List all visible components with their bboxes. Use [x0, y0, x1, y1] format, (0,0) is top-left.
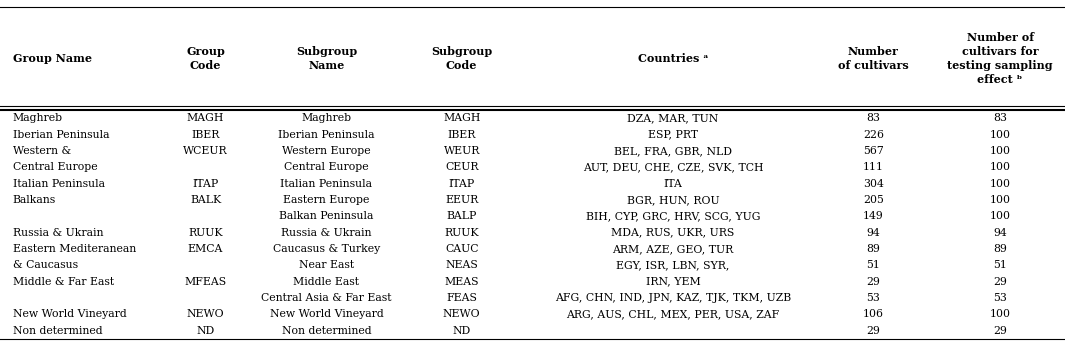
Text: WCEUR: WCEUR [183, 146, 228, 156]
Text: MAGH: MAGH [186, 113, 225, 123]
Text: 53: 53 [866, 293, 881, 303]
Text: Russia & Ukrain: Russia & Ukrain [281, 228, 372, 238]
Text: 106: 106 [863, 309, 884, 319]
Text: ESP, PRT: ESP, PRT [649, 130, 698, 140]
Text: 89: 89 [866, 244, 881, 254]
Text: Central Europe: Central Europe [13, 162, 97, 172]
Text: BGR, HUN, ROU: BGR, HUN, ROU [627, 195, 719, 205]
Text: 51: 51 [993, 260, 1007, 270]
Text: IRN, YEM: IRN, YEM [645, 277, 701, 287]
Text: 51: 51 [866, 260, 881, 270]
Text: ND: ND [196, 326, 215, 336]
Text: NEWO: NEWO [186, 309, 225, 319]
Text: Maghreb: Maghreb [13, 113, 63, 123]
Text: Eastern Mediteranean: Eastern Mediteranean [13, 244, 136, 254]
Text: BALK: BALK [190, 195, 222, 205]
Text: 100: 100 [989, 211, 1011, 221]
Text: 29: 29 [993, 277, 1007, 287]
Text: EEUR: EEUR [445, 195, 478, 205]
Text: CEUR: CEUR [445, 162, 478, 172]
Text: RUUK: RUUK [189, 228, 223, 238]
Text: CAUC: CAUC [445, 244, 478, 254]
Text: 226: 226 [863, 130, 884, 140]
Text: Italian Peninsula: Italian Peninsula [280, 179, 373, 189]
Text: Number of
cultivars for
testing sampling
effect ᵇ: Number of cultivars for testing sampling… [947, 32, 1053, 85]
Text: BALP: BALP [446, 211, 477, 221]
Text: Eastern Europe: Eastern Europe [283, 195, 370, 205]
Text: Subgroup
Name: Subgroup Name [296, 46, 357, 71]
Text: ND: ND [453, 326, 471, 336]
Text: 567: 567 [863, 146, 884, 156]
Text: 53: 53 [993, 293, 1007, 303]
Text: 83: 83 [866, 113, 881, 123]
Text: Middle & Far East: Middle & Far East [13, 277, 114, 287]
Text: 149: 149 [863, 211, 884, 221]
Text: NEWO: NEWO [443, 309, 480, 319]
Text: Group Name: Group Name [13, 53, 92, 64]
Text: IBER: IBER [192, 130, 219, 140]
Text: Countries ᵃ: Countries ᵃ [638, 53, 708, 64]
Text: 29: 29 [866, 326, 881, 336]
Text: Balkan Peninsula: Balkan Peninsula [279, 211, 374, 221]
Text: ITA: ITA [663, 179, 683, 189]
Text: New World Vineyard: New World Vineyard [13, 309, 127, 319]
Text: Russia & Ukrain: Russia & Ukrain [13, 228, 103, 238]
Text: Subgroup
Code: Subgroup Code [431, 46, 492, 71]
Text: Number
of cultivars: Number of cultivars [838, 46, 908, 71]
Text: Caucasus & Turkey: Caucasus & Turkey [273, 244, 380, 254]
Text: BEL, FRA, GBR, NLD: BEL, FRA, GBR, NLD [615, 146, 732, 156]
Text: MFEAS: MFEAS [184, 277, 227, 287]
Text: Balkans: Balkans [13, 195, 56, 205]
Text: Central Europe: Central Europe [284, 162, 368, 172]
Text: 100: 100 [989, 179, 1011, 189]
Text: Non determined: Non determined [281, 326, 372, 336]
Text: MDA, RUS, UKR, URS: MDA, RUS, UKR, URS [611, 228, 735, 238]
Text: IBER: IBER [447, 130, 476, 140]
Text: Non determined: Non determined [13, 326, 102, 336]
Text: 94: 94 [867, 228, 880, 238]
Text: 100: 100 [989, 130, 1011, 140]
Text: Iberian Peninsula: Iberian Peninsula [13, 130, 110, 140]
Text: 100: 100 [989, 309, 1011, 319]
Text: 304: 304 [863, 179, 884, 189]
Text: ARM, AZE, GEO, TUR: ARM, AZE, GEO, TUR [612, 244, 734, 254]
Text: 100: 100 [989, 162, 1011, 172]
Text: 29: 29 [993, 326, 1007, 336]
Text: AFG, CHN, IND, JPN, KAZ, TJK, TKM, UZB: AFG, CHN, IND, JPN, KAZ, TJK, TKM, UZB [555, 293, 791, 303]
Text: RUUK: RUUK [444, 228, 479, 238]
Text: Near East: Near East [299, 260, 354, 270]
Text: Western Europe: Western Europe [282, 146, 371, 156]
Text: 89: 89 [993, 244, 1007, 254]
Text: Group
Code: Group Code [186, 46, 225, 71]
Text: 100: 100 [989, 195, 1011, 205]
Text: Iberian Peninsula: Iberian Peninsula [278, 130, 375, 140]
Text: AUT, DEU, CHE, CZE, SVK, TCH: AUT, DEU, CHE, CZE, SVK, TCH [583, 162, 764, 172]
Text: WEUR: WEUR [443, 146, 480, 156]
Text: Maghreb: Maghreb [301, 113, 351, 123]
Text: ITAP: ITAP [193, 179, 218, 189]
Text: DZA, MAR, TUN: DZA, MAR, TUN [627, 113, 719, 123]
Text: Italian Peninsula: Italian Peninsula [13, 179, 104, 189]
Text: 111: 111 [863, 162, 884, 172]
Text: EMCA: EMCA [187, 244, 224, 254]
Text: Central Asia & Far East: Central Asia & Far East [261, 293, 392, 303]
Text: ITAP: ITAP [448, 179, 475, 189]
Text: 100: 100 [989, 146, 1011, 156]
Text: & Caucasus: & Caucasus [13, 260, 78, 270]
Text: 205: 205 [863, 195, 884, 205]
Text: Western &: Western & [13, 146, 71, 156]
Text: FEAS: FEAS [446, 293, 477, 303]
Text: MEAS: MEAS [444, 277, 479, 287]
Text: NEAS: NEAS [445, 260, 478, 270]
Text: 94: 94 [994, 228, 1006, 238]
Text: 83: 83 [993, 113, 1007, 123]
Text: New World Vineyard: New World Vineyard [269, 309, 383, 319]
Text: BIH, CYP, GRC, HRV, SCG, YUG: BIH, CYP, GRC, HRV, SCG, YUG [586, 211, 760, 221]
Text: MAGH: MAGH [443, 113, 480, 123]
Text: ARG, AUS, CHL, MEX, PER, USA, ZAF: ARG, AUS, CHL, MEX, PER, USA, ZAF [567, 309, 780, 319]
Text: EGY, ISR, LBN, SYR,: EGY, ISR, LBN, SYR, [617, 260, 730, 270]
Text: 29: 29 [866, 277, 881, 287]
Text: Middle East: Middle East [294, 277, 359, 287]
